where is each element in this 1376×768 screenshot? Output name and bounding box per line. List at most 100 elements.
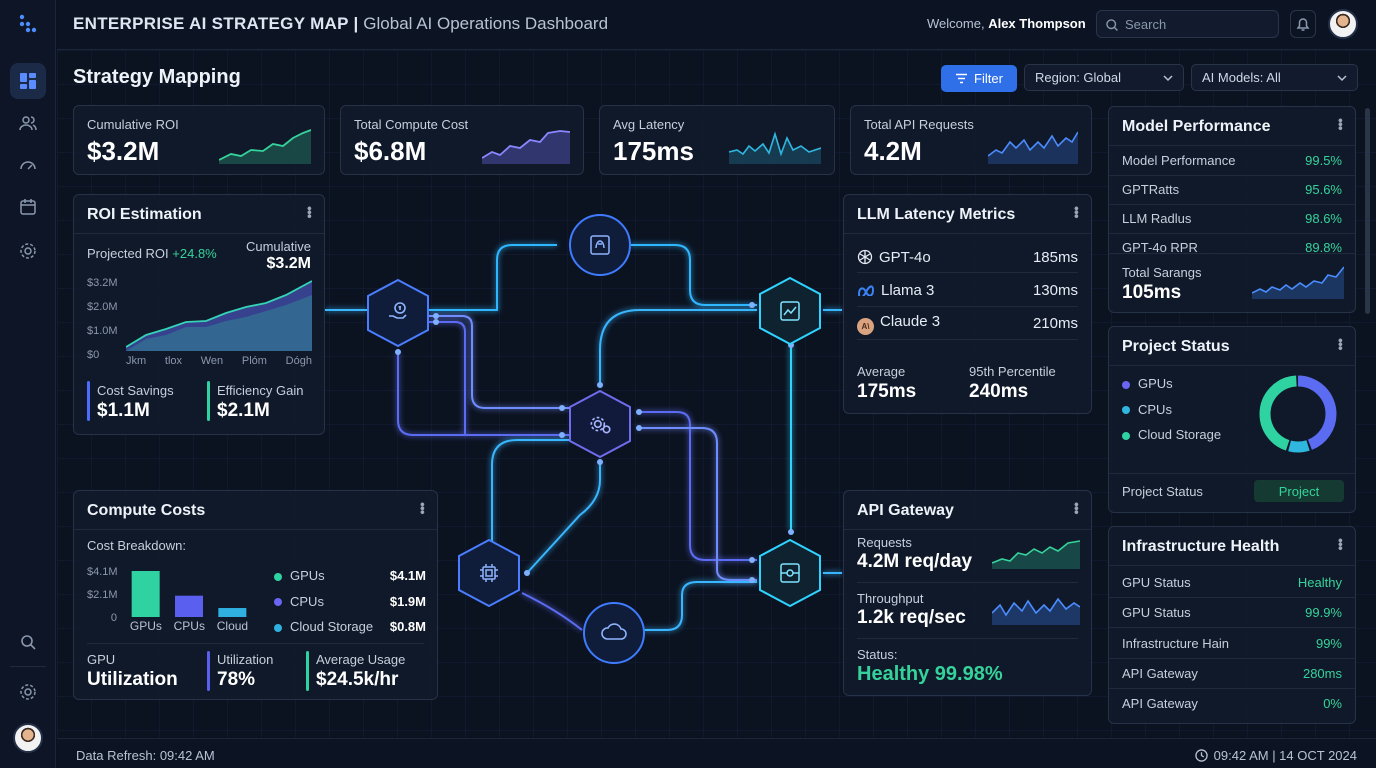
region-select[interactable]: Region: Global [1024, 64, 1184, 91]
compute-legend: GPUs $4.1M CPUs $1.9M Cloud Storage $0.8M [274, 563, 426, 640]
total-label: Total Sarangs [1122, 265, 1202, 280]
kpi-label: Total Compute Cost [354, 117, 469, 132]
metric-row: GPTRatts 95.6% [1122, 182, 1342, 197]
cost-breakdown-label: Cost Breakdown: [87, 538, 186, 553]
more-menu-icon[interactable]: ••• [1069, 502, 1085, 514]
core-strategy-node[interactable] [568, 389, 632, 459]
gpu-value: Utilization [87, 669, 178, 690]
more-menu-icon[interactable]: ••• [302, 206, 318, 218]
kpi-card-roi[interactable]: Cumulative ROI $3.2M [73, 105, 325, 175]
status-badge[interactable]: Project [1254, 480, 1344, 502]
nav-settings[interactable] [10, 233, 46, 269]
card-title: Compute Costs [87, 502, 206, 519]
roi-estimation-card: ROI Estimation ••• Projected ROI +24.8% … [73, 194, 325, 435]
more-menu-icon[interactable]: ••• [1333, 538, 1349, 550]
compute-chip-node[interactable] [457, 538, 521, 608]
card-title: Project Status [1122, 338, 1230, 355]
nav-preferences[interactable] [10, 674, 46, 710]
cloud-node[interactable] [582, 601, 646, 665]
more-menu-icon[interactable]: ••• [1333, 338, 1349, 350]
openai-icon [857, 249, 873, 265]
calendar-icon [20, 199, 36, 215]
analytics-node[interactable] [758, 276, 822, 346]
total-value: 105ms [1122, 282, 1182, 303]
health-row: Infrastructure Hain 99% [1122, 636, 1342, 651]
api-gateway-card: API Gateway ••• Requests 4.2M req/day Th… [843, 490, 1092, 696]
health-row: API Gateway 280ms [1122, 666, 1342, 681]
requests-value: 4.2M req/day [857, 551, 973, 572]
user-avatar[interactable] [1328, 9, 1358, 39]
models-select[interactable]: AI Models: All [1191, 64, 1358, 91]
more-menu-icon[interactable]: ••• [1333, 118, 1349, 130]
kpi-value: $3.2M [87, 136, 160, 166]
llm-model-row[interactable]: GPT-4o 185ms [857, 243, 1078, 273]
utilization-value: 78% [217, 669, 256, 690]
p95-value: 240ms [969, 381, 1029, 402]
kpi-label: Total API Requests [864, 117, 974, 132]
throughput-label: Throughput [857, 591, 924, 606]
efficiency-label: Efficiency Gain [217, 383, 304, 398]
nav-users[interactable] [10, 105, 46, 141]
roi-hub-node[interactable] [366, 278, 430, 348]
users-icon [19, 116, 37, 131]
card-title: LLM Latency Metrics [857, 206, 1016, 223]
status-label: Status: [857, 647, 898, 662]
top-bar: ENTERPRISE AI STRATEGY MAP | Global AI O… [57, 0, 1376, 50]
search-input[interactable]: Search [1096, 10, 1279, 38]
health-row: GPU Status 99.9% [1122, 605, 1342, 620]
llm-model-row[interactable]: A\ Claude 3 210ms [857, 308, 1078, 340]
compute-y-axis: $4.1M $2.1M 0 [87, 566, 118, 624]
brain-node[interactable] [568, 213, 632, 277]
nav-dashboard[interactable] [10, 63, 46, 99]
filter-button[interactable]: Filter [941, 65, 1017, 92]
logo-icon [19, 14, 37, 33]
more-menu-icon[interactable]: ••• [1069, 206, 1085, 218]
brain-icon [590, 235, 610, 255]
legend-item: GPUs $4.1M [274, 563, 426, 589]
chart-icon [780, 301, 800, 321]
requests-label: Requests [857, 535, 912, 550]
performance-sparkline [1252, 266, 1344, 299]
utilization-label: Utilization [217, 652, 274, 667]
kpi-card-latency[interactable]: Avg Latency 175ms [599, 105, 835, 175]
nav-search[interactable] [10, 624, 46, 660]
settings-icon [20, 684, 36, 700]
nav-calendar[interactable] [10, 189, 46, 225]
meta-icon [857, 285, 875, 299]
kpi-label: Avg Latency [613, 117, 685, 132]
cloud-icon [601, 623, 627, 640]
project-status-card: Project Status ••• GPUs CPUs Cloud Stora… [1108, 326, 1356, 513]
notifications-button[interactable] [1290, 10, 1316, 38]
metric-row: LLM Radlus 98.6% [1122, 211, 1342, 226]
average-usage-value: $24.5k/hr [316, 669, 399, 690]
kpi-value: 175ms [613, 136, 694, 166]
right-panel-scrollbar[interactable] [1365, 108, 1370, 314]
kpi-card-compute[interactable]: Total Compute Cost $6.8M [340, 105, 584, 175]
bell-icon [1296, 18, 1310, 31]
nav-performance[interactable] [10, 147, 46, 183]
compute-x-axis: GPUs CPUs Cloud [129, 619, 249, 633]
efficiency-value: $2.1M [217, 400, 270, 421]
roi-y-axis: $3.2M $2.0M $1.0M $0 [87, 277, 118, 361]
kpi-sparkline [219, 129, 311, 164]
average-value: 175ms [857, 381, 917, 402]
kpi-card-api[interactable]: Total API Requests 4.2M [850, 105, 1092, 175]
more-menu-icon[interactable]: ••• [415, 502, 431, 514]
gear-icon [590, 416, 611, 434]
search-icon [1106, 19, 1118, 31]
health-row: GPU Status Healthy [1122, 575, 1342, 590]
throughput-sparkline [992, 597, 1080, 625]
api-hub-node[interactable] [758, 538, 822, 608]
llm-model-row[interactable]: Llama 3 130ms [857, 275, 1078, 307]
roi-x-axis: Jkm tlox Wen Plóm Dógh [126, 355, 312, 367]
card-title: ROI Estimation [87, 206, 202, 223]
rail-avatar[interactable] [13, 723, 43, 753]
project-legend: GPUs CPUs Cloud Storage [1122, 371, 1221, 448]
llm-latency-card: LLM Latency Metrics ••• GPT-4o 185ms Llam… [843, 194, 1092, 414]
status-footer: Data Refresh: 09:42 AM 09:42 AM | 14 OCT… [57, 738, 1376, 768]
gpu-label: GPU [87, 652, 116, 667]
compute-bar-chart [131, 571, 247, 617]
card-title: Infrastructure Health [1122, 538, 1280, 555]
bar-cloud [218, 608, 247, 617]
side-rail [0, 0, 56, 768]
